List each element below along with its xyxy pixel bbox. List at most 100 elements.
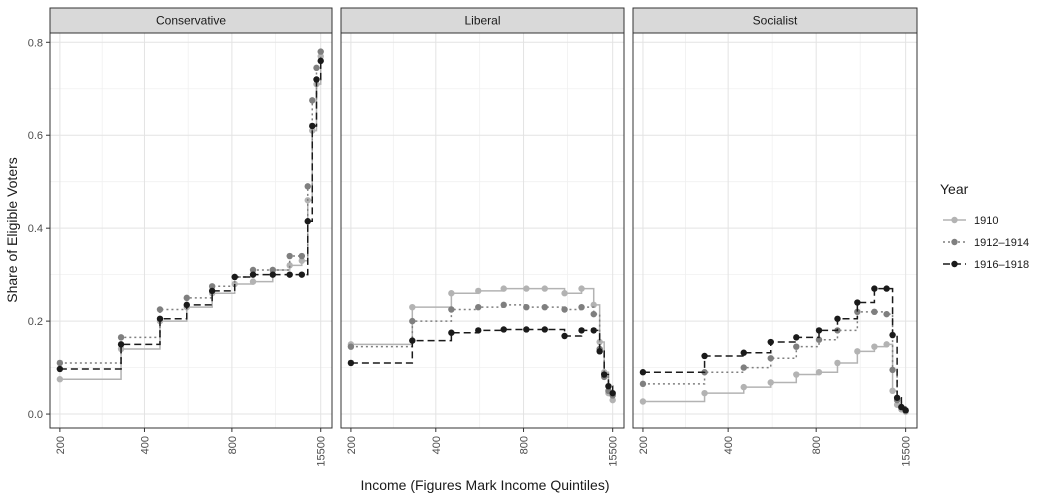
data-point xyxy=(889,366,896,374)
strip-label: Conservative xyxy=(156,14,226,28)
data-point xyxy=(871,308,878,316)
legend-key-point xyxy=(951,260,958,268)
data-point xyxy=(56,376,64,383)
data-point xyxy=(249,271,257,278)
data-point xyxy=(448,290,455,297)
data-point xyxy=(286,262,293,269)
data-point xyxy=(286,252,293,260)
plot-background xyxy=(341,33,624,428)
strip-background xyxy=(49,7,333,34)
data-point xyxy=(269,266,276,274)
data-point xyxy=(854,299,861,306)
x-tick-label: 15500 xyxy=(901,436,913,467)
data-point xyxy=(834,359,841,367)
data-point xyxy=(269,271,276,278)
data-point xyxy=(639,398,647,405)
data-point xyxy=(317,57,324,65)
data-point xyxy=(600,371,608,378)
series-line-1916–1918 xyxy=(642,287,907,411)
data-point xyxy=(596,348,603,355)
data-point xyxy=(605,382,612,390)
data-point xyxy=(286,271,293,278)
data-point xyxy=(609,389,616,397)
strip-background xyxy=(340,7,625,34)
data-point xyxy=(767,379,774,386)
data-point xyxy=(815,327,823,334)
data-point xyxy=(448,329,455,336)
data-point xyxy=(475,287,482,295)
data-point xyxy=(523,326,530,333)
data-point xyxy=(609,396,616,404)
x-tick-label: 200 xyxy=(346,436,358,454)
data-point xyxy=(409,317,416,325)
data-point xyxy=(639,380,647,388)
y-tick-label: 0.8 xyxy=(28,37,43,49)
data-point xyxy=(475,327,482,334)
legend-label: 1912–1914 xyxy=(974,237,1029,249)
data-point xyxy=(740,383,747,391)
data-point xyxy=(309,122,316,130)
data-point xyxy=(500,285,507,292)
data-point xyxy=(854,348,861,355)
series-line-1912–1914 xyxy=(642,311,907,411)
data-point xyxy=(231,273,238,281)
data-point xyxy=(208,283,216,290)
plot-background xyxy=(633,33,917,428)
data-point xyxy=(309,97,316,104)
data-point xyxy=(56,359,64,367)
legend-title: Year xyxy=(940,181,969,197)
data-point xyxy=(298,271,306,278)
data-point xyxy=(249,266,257,274)
data-point xyxy=(249,278,257,285)
data-point xyxy=(815,369,823,376)
data-point xyxy=(500,301,507,309)
panel-border xyxy=(340,32,625,429)
data-point xyxy=(475,303,482,311)
x-tick-label: 200 xyxy=(638,436,650,454)
x-tick-label: 15500 xyxy=(608,436,620,467)
data-point xyxy=(793,334,800,341)
data-point xyxy=(561,290,568,297)
data-point xyxy=(578,327,585,334)
legend-label: 1916–1918 xyxy=(974,259,1029,271)
legend: Year 1910 1912–1914 1916–1918 xyxy=(940,181,1029,271)
data-point xyxy=(883,285,890,292)
data-point xyxy=(902,407,909,414)
data-point xyxy=(590,310,597,318)
x-tick-label: 400 xyxy=(431,436,443,454)
x-tick-label: 800 xyxy=(811,436,823,454)
data-point xyxy=(313,76,320,83)
data-point xyxy=(409,337,416,344)
data-point xyxy=(541,303,548,311)
data-point xyxy=(208,287,216,295)
data-point xyxy=(304,183,311,190)
data-point xyxy=(590,327,597,334)
panel-border xyxy=(632,32,918,429)
data-point xyxy=(117,341,125,348)
data-point xyxy=(347,343,355,350)
x-tick-label: 400 xyxy=(139,436,151,454)
x-tick-label: 200 xyxy=(55,436,67,454)
strip-label: Liberal xyxy=(464,14,500,28)
data-point xyxy=(883,341,890,348)
data-point xyxy=(304,218,311,225)
data-point xyxy=(893,394,901,401)
y-tick-label: 0.6 xyxy=(28,130,43,142)
data-point xyxy=(298,257,306,264)
data-point xyxy=(889,387,896,395)
data-point xyxy=(117,334,125,341)
data-point xyxy=(793,343,800,350)
x-tick-label: 400 xyxy=(723,436,735,454)
data-point xyxy=(347,359,355,367)
data-point xyxy=(523,303,530,311)
data-point xyxy=(561,332,568,340)
data-point xyxy=(156,315,164,322)
data-point xyxy=(500,326,507,333)
x-axis-title: Income (Figures Mark Income Quintiles) xyxy=(361,477,610,493)
plot-background xyxy=(50,33,332,428)
panel-liberal: Liberal 200 400 800 15500 xyxy=(340,7,625,467)
data-point xyxy=(871,343,878,350)
data-point xyxy=(889,331,896,339)
data-point xyxy=(767,355,774,362)
